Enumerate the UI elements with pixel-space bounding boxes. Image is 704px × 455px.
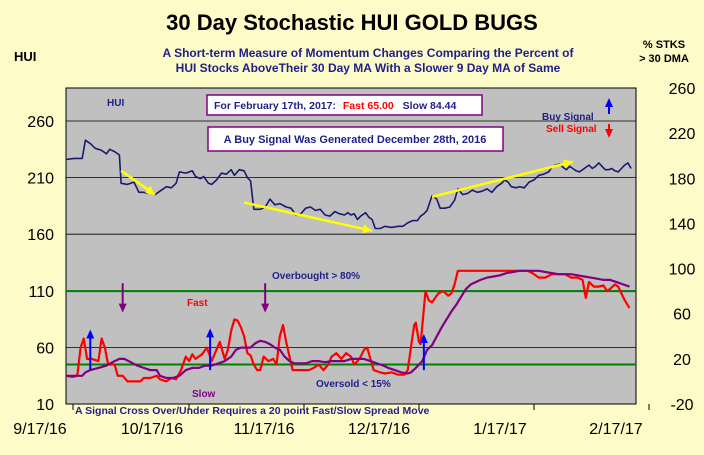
x-tick-label: 12/17/16 <box>348 421 410 438</box>
signal-arrows <box>86 98 613 371</box>
right-axis-label-line-2: > 30 DMA <box>639 53 689 65</box>
left-tick-label: 60 <box>36 340 54 357</box>
buy-signal-label: Buy Signal <box>542 112 594 123</box>
trend-arrowhead-3 <box>563 159 573 169</box>
left-tick-label: 210 <box>27 171 54 188</box>
info-box-fast: Fast 65.00 <box>343 100 394 112</box>
left-tick-label: 110 <box>28 284 54 301</box>
left-tick-label: 260 <box>27 114 54 131</box>
x-tick-label: 11/17/16 <box>233 421 294 438</box>
right-tick-label: 220 <box>669 126 696 143</box>
overbought-label: Overbought > 80% <box>272 271 360 282</box>
right-tick-label: 180 <box>669 171 696 188</box>
right-tick-label: 260 <box>669 81 696 98</box>
buy-signal-box <box>207 126 504 152</box>
right-tick-label: 140 <box>669 216 696 233</box>
oversold-label: Oversold < 15% <box>316 379 391 390</box>
slow-series-label: Slow <box>192 389 216 400</box>
info-box-prefix: For February 17th, 2017: <box>214 100 336 112</box>
trend-lines <box>120 159 574 234</box>
axis-ticks: 10 60 110 160 210 260 -20 20 60 100 140 180 220 260 9/… <box>13 81 695 438</box>
x-tick-label: 10/17/16 <box>121 421 183 438</box>
right-tick-label: 20 <box>673 352 691 369</box>
level-lines <box>66 290 636 366</box>
left-tick-label: 10 <box>36 397 54 414</box>
sell-arrow-1-head <box>118 303 127 313</box>
info-box-slow: Slow 84.44 <box>403 100 457 112</box>
trend-arrowhead-2 <box>362 224 373 234</box>
series-line-slow <box>66 269 630 380</box>
buy-arrow-1-head <box>86 329 95 339</box>
sell-arrow-2-head <box>261 303 270 313</box>
trend-arrowhead-1 <box>145 185 156 195</box>
fast-series-label: Fast <box>187 298 208 309</box>
left-axis-label: HUI <box>14 49 36 64</box>
left-tick-label: 160 <box>27 227 54 244</box>
x-tick-label: 2/17/17 <box>589 421 642 438</box>
buy-arrow-2-head <box>206 328 215 338</box>
buy-arrow-3-head <box>419 334 428 344</box>
trend-line-2 <box>243 201 373 233</box>
chart-subtitle-line-2: HUI Stocks AboveTheir 30 Day MA With a S… <box>176 61 561 75</box>
x-tick-label: 9/17/16 <box>13 421 66 438</box>
info-box <box>206 94 483 116</box>
legend-sell-arrow-head <box>605 129 613 138</box>
sell-signal-label: Sell Signal <box>546 124 597 135</box>
footnote: A Signal Cross Over/Under Requires a 20 … <box>75 405 430 417</box>
chart-subtitle-line-1: A Short-term Measure of Momentum Changes… <box>163 46 575 60</box>
right-tick-label: 100 <box>669 262 696 279</box>
legend-buy-arrow-head <box>605 98 613 107</box>
hui-series-label: HUI <box>107 98 124 109</box>
chart-title: 30 Day Stochastic HUI GOLD BUGS <box>166 10 538 35</box>
info-box-text: For February 17th, 2017: Fast 65.00 Slow… <box>214 100 456 112</box>
right-tick-label: 60 <box>673 307 691 324</box>
buy-signal-box-text: A Buy Signal Was Generated December 28th… <box>224 134 487 146</box>
right-axis-label-line-1: % STKS <box>643 39 685 51</box>
right-tick-label: -20 <box>670 397 693 414</box>
x-tick-label: 1/17/17 <box>473 421 526 438</box>
trend-line-3 <box>431 160 574 199</box>
